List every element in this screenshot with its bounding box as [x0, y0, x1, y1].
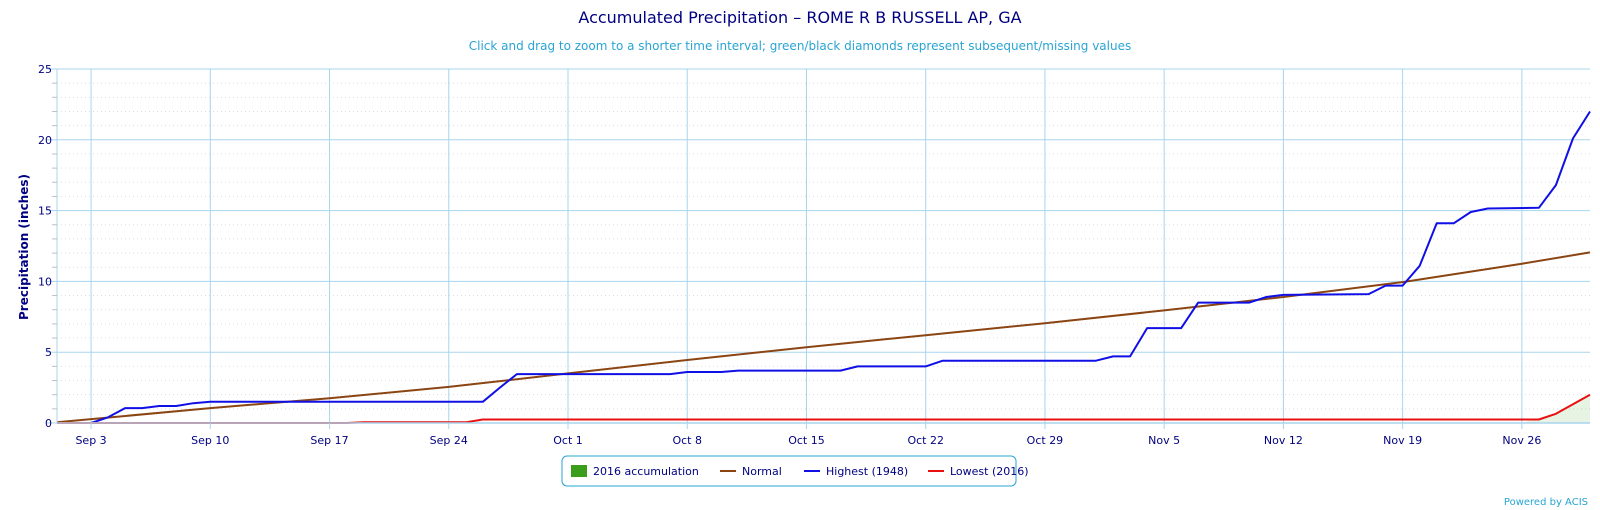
x-tick-label: Sep 10 [191, 434, 229, 447]
credits-link[interactable]: Powered by ACIS [1504, 497, 1588, 508]
y-tick-label: 0 [45, 417, 52, 430]
plot-area[interactable] [56, 110, 1591, 424]
legend-item-lowest-2016[interactable]: Lowest (2016) [928, 465, 1029, 478]
x-tick-label: Oct 8 [672, 434, 702, 447]
grid [57, 68, 1590, 423]
legend-item-highest-1948[interactable]: Highest (1948) [804, 465, 908, 478]
chart-title: Accumulated Precipitation – ROME R B RUS… [578, 8, 1021, 27]
y-tick-label: 10 [38, 275, 52, 288]
x-tick-label: Oct 22 [907, 434, 944, 447]
y-tick-label: 15 [38, 205, 52, 218]
x-tick-label: Sep 17 [310, 434, 348, 447]
y-tick-label: 20 [38, 134, 52, 147]
x-tick-label: Sep 3 [75, 434, 106, 447]
x-tick-label: Oct 29 [1027, 434, 1064, 447]
y-tick-label: 5 [45, 346, 52, 359]
x-tick-label: Nov 19 [1383, 434, 1422, 447]
legend-label: Lowest (2016) [950, 465, 1029, 478]
legend-box [561, 455, 1017, 487]
legend-label: Normal [742, 465, 782, 478]
axes: 0 5 10 15 20 25 Sep 3 Sep 10 Sep 17 Sep 24 Oct 1 Oc… [38, 63, 1590, 447]
x-tick-label: Nov 26 [1502, 434, 1541, 447]
chart-subtitle: Click and drag to zoom to a shorter time… [469, 39, 1131, 53]
legend-item-normal[interactable]: Normal [720, 465, 782, 478]
series-line-normal[interactable] [56, 251, 1591, 424]
x-tick-label: Sep 24 [430, 434, 468, 447]
y-axis-label: Precipitation (inches) [17, 174, 31, 320]
legend[interactable]: 2016 accumulation Normal Highest (1948) Low… [561, 455, 1029, 487]
legend-label: 2016 accumulation [593, 465, 699, 478]
y-tick-label: 25 [38, 63, 52, 76]
x-tick-label: Nov 12 [1264, 434, 1303, 447]
legend-label: Highest (1948) [826, 465, 908, 478]
legend-symbol [571, 465, 587, 477]
x-tick-label: Oct 1 [553, 434, 583, 447]
series-line-highest-1948[interactable] [90, 110, 1591, 424]
legend-item-2016-accumulation[interactable]: 2016 accumulation [571, 465, 699, 478]
x-tick-label: Oct 15 [788, 434, 825, 447]
series-line-lowest-2016[interactable] [57, 393, 1591, 424]
x-tick-label: Nov 5 [1148, 434, 1180, 447]
